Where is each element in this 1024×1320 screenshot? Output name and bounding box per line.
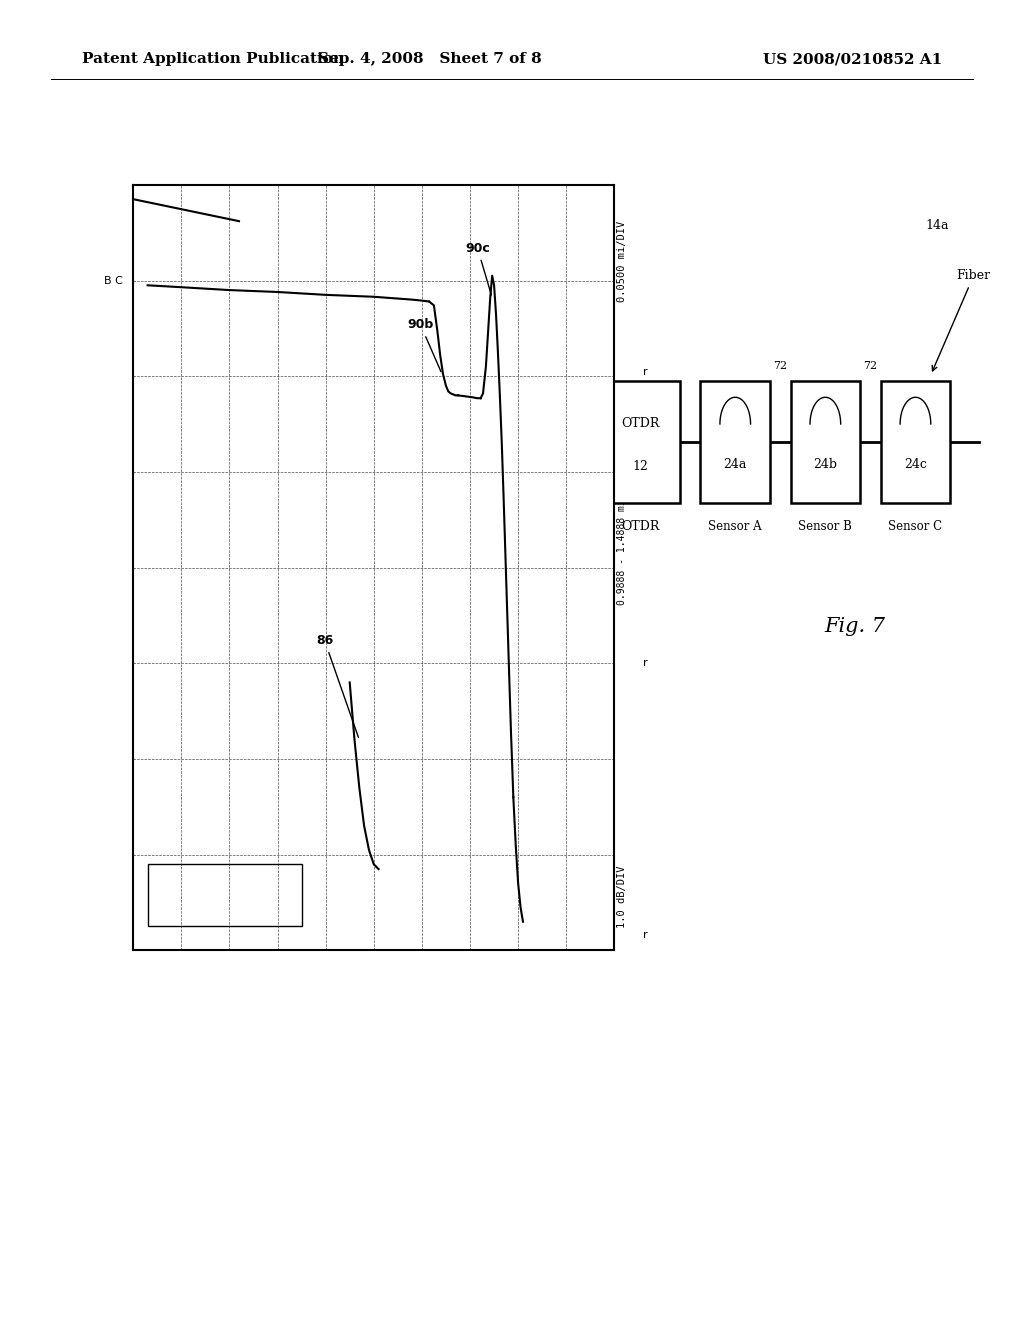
Text: 24c: 24c	[904, 458, 927, 470]
Text: 0.9888 - 1.4888 mi: 0.9888 - 1.4888 mi	[617, 499, 628, 605]
Text: 24b: 24b	[813, 458, 838, 470]
Text: OTDR: OTDR	[621, 520, 659, 533]
Text: 24a: 24a	[724, 458, 746, 470]
Text: r: r	[643, 367, 648, 378]
Text: Patent Application Publication: Patent Application Publication	[82, 53, 344, 66]
Text: Sensor C: Sensor C	[889, 520, 942, 533]
Text: 12: 12	[632, 459, 648, 473]
Text: Sensor A: Sensor A	[709, 520, 762, 533]
Text: US 2008/0210852 A1: US 2008/0210852 A1	[763, 53, 942, 66]
Text: r: r	[643, 659, 648, 668]
Text: r: r	[643, 931, 648, 940]
Text: 90c: 90c	[465, 242, 492, 296]
Bar	[791, 381, 860, 503]
Text: B C: B C	[104, 276, 123, 285]
Text: 86: 86	[316, 634, 358, 738]
Text: 90b: 90b	[408, 318, 441, 372]
Text: 14a: 14a	[926, 219, 949, 232]
Bar	[600, 381, 680, 503]
Text: 0.0500 mi/DIV: 0.0500 mi/DIV	[617, 220, 628, 302]
Text: Fig. 7: Fig. 7	[824, 618, 886, 636]
Text: Sep. 4, 2008   Sheet 7 of 8: Sep. 4, 2008 Sheet 7 of 8	[318, 53, 542, 66]
Text: 1.0 dB/DIV: 1.0 dB/DIV	[617, 866, 628, 928]
Text: 72: 72	[863, 360, 878, 371]
Text: 72: 72	[773, 360, 787, 371]
Bar	[700, 381, 770, 503]
Text: Sensor B: Sensor B	[799, 520, 852, 533]
Bar	[147, 865, 301, 927]
Bar	[881, 381, 950, 503]
Text: Fiber: Fiber	[932, 269, 990, 371]
Text: OTDR: OTDR	[621, 417, 659, 430]
